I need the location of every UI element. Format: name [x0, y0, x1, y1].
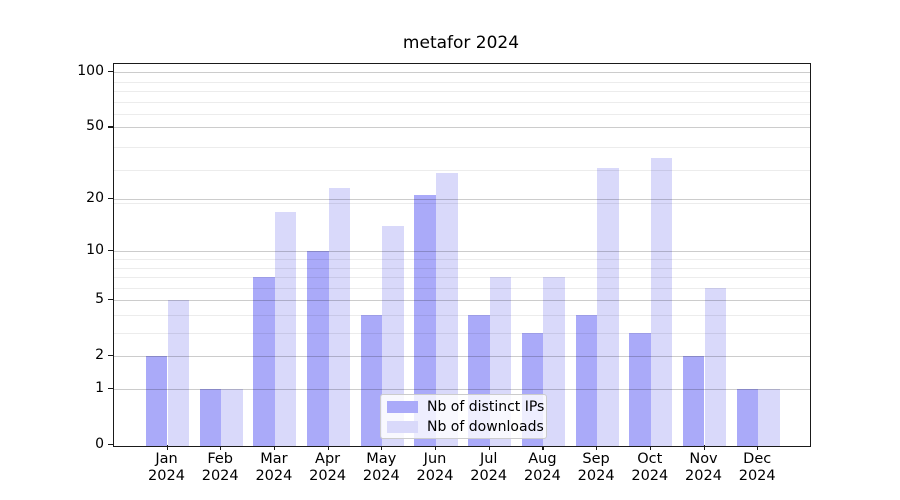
y-tick-mark — [108, 299, 113, 301]
bar-downloads-apr — [328, 188, 351, 446]
bar-downloads-mar — [274, 211, 297, 446]
bar-downloads-jan — [167, 300, 190, 446]
x-tick-label-apr: Apr 2024 — [309, 451, 347, 484]
x-tick-label-jan: Jan 2024 — [148, 451, 185, 484]
x-tick-label-aug: Aug 2024 — [523, 451, 561, 484]
bar-downloads-oct — [650, 157, 673, 446]
bar-distinct-ips-may — [360, 314, 383, 446]
bar-distinct-ips-sep — [575, 314, 598, 446]
x-tick-label-feb: Feb 2024 — [201, 451, 239, 484]
y-tick-mark — [108, 355, 113, 357]
x-tick-mark — [327, 445, 329, 450]
x-tick-mark — [273, 445, 276, 450]
bar-distinct-ips-feb — [199, 389, 222, 446]
y-tick-mark — [108, 250, 113, 252]
bar-downloads-nov — [704, 287, 727, 446]
bar-distinct-ips-apr — [307, 251, 329, 446]
bar-distinct-ips-dec — [736, 389, 759, 446]
bars-layer — [114, 64, 810, 446]
x-tick-mark — [703, 445, 705, 450]
y-tick-label: 20 — [86, 190, 104, 207]
x-tick-mark — [166, 445, 168, 450]
x-tick-mark — [649, 445, 651, 450]
bar-distinct-ips-nov — [682, 356, 705, 446]
y-tick-label: 10 — [86, 242, 104, 259]
bar-distinct-ips-mar — [253, 277, 275, 446]
y-tick-mark — [108, 126, 113, 128]
x-tick-mark — [596, 445, 598, 450]
x-tick-label-jul: Jul 2024 — [470, 451, 508, 484]
bar-distinct-ips-jun — [414, 195, 436, 446]
x-tick-label-nov: Nov 2024 — [685, 451, 722, 484]
legend-label-distinct-ips: Nb of distinct IPs — [427, 399, 545, 415]
y-tick-mark — [108, 71, 113, 73]
bar-downloads-dec — [758, 389, 780, 446]
legend: Nb of distinct IPs Nb of downloads — [380, 394, 547, 439]
x-tick-label-mar: Mar 2024 — [255, 451, 293, 484]
x-tick-mark — [220, 445, 222, 450]
bar-downloads-feb — [221, 389, 243, 446]
y-tick-mark — [108, 198, 113, 200]
bar-downloads-sep — [597, 167, 619, 446]
x-tick-mark — [435, 445, 437, 450]
chart-title: metafor 2024 — [402, 33, 520, 53]
x-tick-label-oct: Oct 2024 — [631, 451, 669, 484]
x-tick-mark — [542, 445, 544, 450]
legend-swatch-distinct-ips — [387, 401, 418, 413]
x-tick-mark — [488, 445, 490, 450]
legend-item-distinct-ips: Nb of distinct IPs — [381, 397, 546, 417]
bar-downloads-jun — [436, 172, 458, 446]
x-tick-label-jun: Jun 2024 — [416, 451, 454, 484]
y-tick-label: 50 — [86, 118, 104, 135]
legend-swatch-downloads — [387, 421, 418, 433]
bar-downloads-may — [382, 226, 404, 446]
y-tick-label: 100 — [77, 63, 104, 80]
bar-distinct-ips-jan — [145, 356, 168, 446]
bar-distinct-ips-oct — [629, 333, 651, 446]
legend-label-downloads: Nb of downloads — [427, 419, 544, 435]
x-tick-mark — [381, 445, 383, 450]
legend-item-downloads: Nb of downloads — [381, 417, 546, 437]
bar-downloads-aug — [543, 277, 565, 446]
x-tick-label-sep: Sep 2024 — [577, 451, 615, 484]
y-tick-label: 2 — [95, 347, 104, 364]
y-tick-label: 5 — [95, 291, 104, 308]
y-tick-label: 0 — [95, 436, 104, 452]
x-tick-label-dec: Dec 2024 — [738, 451, 776, 484]
y-tick-mark — [108, 444, 113, 446]
x-tick-label-may: May 2024 — [362, 451, 400, 484]
y-tick-label: 1 — [95, 380, 104, 396]
y-tick-mark — [108, 388, 113, 390]
plot-area: Nb of distinct IPs Nb of downloads — [113, 63, 811, 447]
x-tick-mark — [757, 445, 759, 450]
